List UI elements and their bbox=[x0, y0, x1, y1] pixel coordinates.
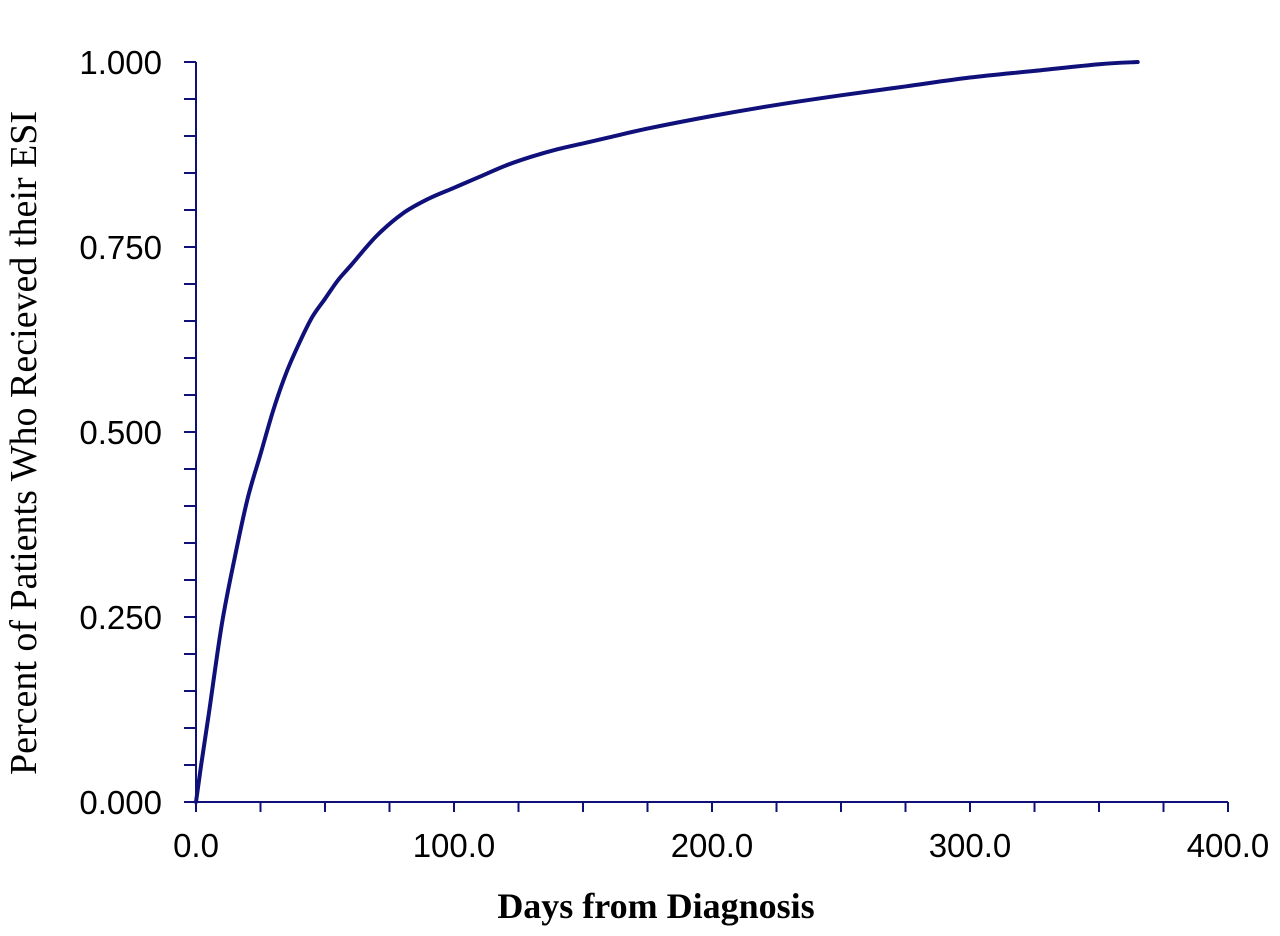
y-tick-label: 0.750 bbox=[79, 229, 162, 266]
x-axis-title: Days from Diagnosis bbox=[497, 886, 814, 926]
y-tick-label: 0.000 bbox=[79, 784, 162, 821]
y-tick-label: 0.500 bbox=[79, 414, 162, 451]
series-group bbox=[194, 60, 1140, 804]
x-ticks bbox=[195, 802, 1229, 812]
y-ticks bbox=[184, 61, 196, 803]
y-axis-title: Percent of Patients Who Recieved their E… bbox=[3, 111, 45, 775]
y-tick-labels: 0.000 0.250 0.500 0.750 1.000 bbox=[79, 44, 162, 821]
x-tick-label: 200.0 bbox=[671, 827, 754, 864]
x-tick-labels: 0.0 100.0 200.0 300.0 400.0 bbox=[173, 827, 1269, 864]
axes bbox=[195, 62, 1228, 803]
x-tick-label: 0.0 bbox=[173, 827, 219, 864]
x-tick-label: 300.0 bbox=[929, 827, 1012, 864]
x-tick-label: 100.0 bbox=[413, 827, 496, 864]
y-tick-label: 0.250 bbox=[79, 599, 162, 636]
x-tick-label: 400.0 bbox=[1187, 827, 1270, 864]
y-tick-label: 1.000 bbox=[79, 44, 162, 81]
series-line bbox=[194, 60, 1140, 804]
